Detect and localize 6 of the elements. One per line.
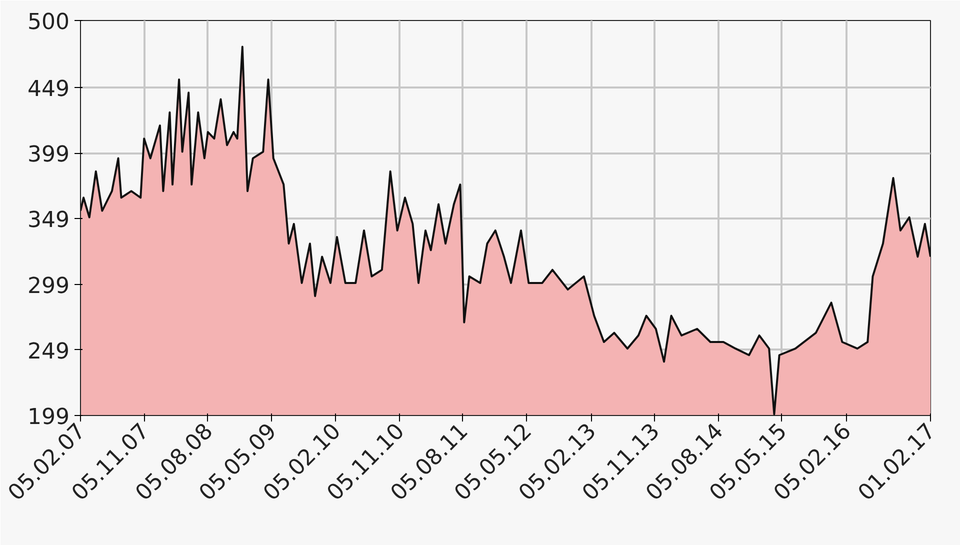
y-tick-label: 349 [28,208,70,234]
y-tick-label: 500 [28,10,70,35]
y-tick-label: 299 [28,274,70,299]
y-tick-label: 399 [28,142,70,168]
y-tick-label: 249 [28,339,70,364]
y-tick-label: 449 [28,76,70,102]
